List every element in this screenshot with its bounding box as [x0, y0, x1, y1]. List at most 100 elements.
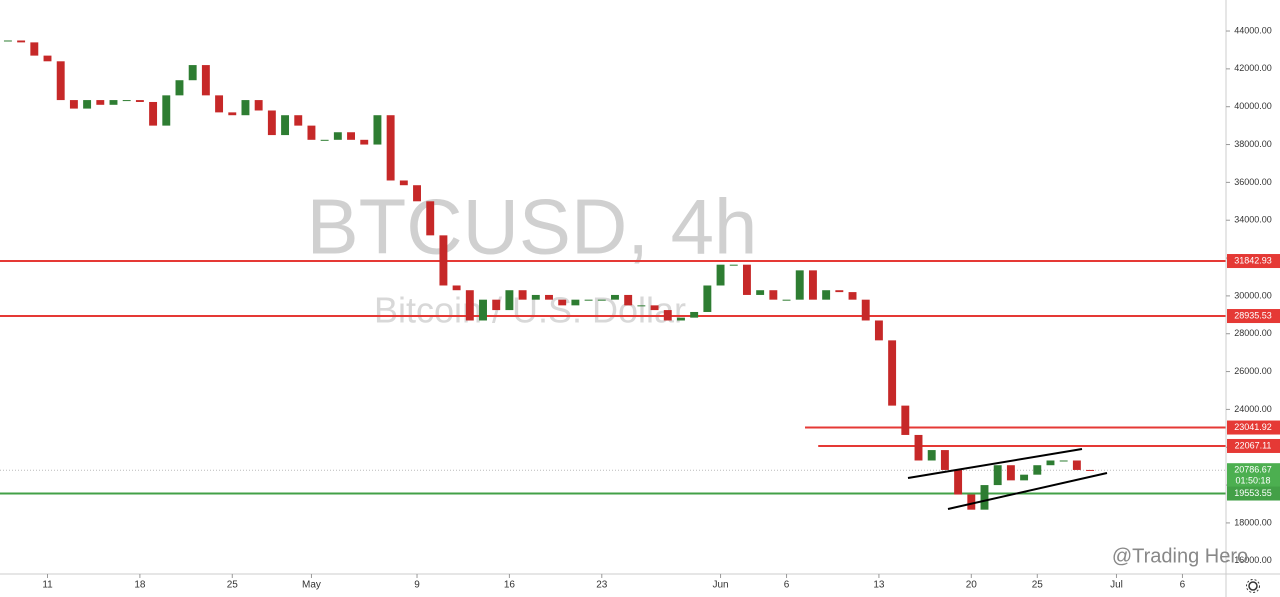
level-price-box [1227, 254, 1280, 269]
candle [135, 100, 144, 102]
y-tick-label: 26000.00 [1234, 366, 1272, 376]
candle [531, 294, 540, 300]
candle [83, 100, 92, 109]
candle [241, 100, 250, 116]
x-tick-label: 23 [596, 580, 608, 591]
x-tick-label: 18 [134, 580, 146, 591]
candle [650, 305, 659, 311]
level-price-label: 23041.92 [1234, 422, 1272, 432]
x-tick-label: 16 [504, 580, 516, 591]
level-price-label: 31842.93 [1234, 255, 1272, 265]
y-tick-label: 40000.00 [1234, 101, 1272, 111]
candle [69, 100, 78, 109]
watermark-layer: BTCUSD, 4h Bitcoin / U.S. Dollar [307, 183, 758, 331]
candle [677, 317, 685, 321]
candle [558, 299, 567, 306]
candle [993, 465, 1002, 486]
x-tick-label: 11 [42, 580, 53, 591]
candle [1046, 460, 1055, 466]
candle [333, 132, 342, 140]
y-tick-label: 16000.00 [1234, 555, 1272, 565]
candle [426, 201, 435, 236]
candle [386, 115, 395, 181]
candle [465, 290, 474, 321]
x-tick-label: Jul [1110, 580, 1123, 591]
settings-icon[interactable] [1246, 579, 1260, 593]
candle [452, 285, 461, 291]
candle [888, 340, 897, 406]
symbol-watermark: BTCUSD, 4h [307, 183, 758, 271]
candles-layer [3, 40, 1095, 510]
current-price-label: 20786.67 [1234, 465, 1272, 475]
candle [597, 299, 606, 301]
candle [1020, 474, 1029, 481]
candle [756, 290, 765, 295]
candle [360, 139, 369, 145]
y-tick-label: 24000.00 [1234, 404, 1272, 414]
candle [954, 469, 963, 495]
level-price-box [1227, 438, 1280, 453]
current-price-box [1227, 463, 1280, 488]
x-tick-label: Jun [712, 580, 728, 591]
candle [109, 100, 118, 105]
candle [17, 40, 26, 43]
candle [96, 100, 105, 105]
candle [874, 320, 883, 341]
y-tick-label: 34000.00 [1234, 215, 1272, 225]
y-tick-label: 30000.00 [1234, 290, 1272, 300]
candle [716, 264, 725, 286]
candle [56, 61, 65, 101]
candle [545, 294, 553, 300]
level-price-box [1227, 486, 1280, 501]
candle [1006, 465, 1015, 481]
candle [901, 405, 910, 435]
levels-layer [0, 260, 1226, 495]
candle [3, 40, 12, 42]
candle [808, 270, 817, 300]
candle [294, 115, 303, 126]
candle [861, 299, 870, 321]
candle [611, 294, 619, 300]
x-tick-label: 13 [873, 580, 885, 591]
countdown-label: 01:50:18 [1235, 476, 1270, 486]
x-tick-label: 9 [414, 580, 420, 591]
candle [980, 485, 989, 510]
settings-icon-teeth[interactable] [1246, 579, 1260, 593]
candle [835, 290, 844, 293]
candle [571, 299, 580, 306]
candle [518, 290, 527, 300]
y-tick-label: 42000.00 [1234, 63, 1272, 73]
candle [267, 110, 276, 136]
candle [399, 180, 408, 186]
candle [1059, 460, 1068, 462]
candle [320, 139, 329, 141]
author-watermark: @Trading Hero [1112, 545, 1248, 567]
y-tick-label: 18000.00 [1234, 517, 1272, 527]
candle [782, 299, 791, 301]
y-tick-label: 44000.00 [1234, 25, 1272, 35]
candle [215, 95, 224, 113]
candle [373, 115, 382, 145]
candle [492, 299, 501, 311]
candle [663, 310, 672, 321]
candle [307, 125, 316, 140]
level-price-label: 22067.11 [1235, 440, 1272, 450]
candle [188, 65, 197, 81]
candle [1033, 465, 1042, 475]
x-tick-label: 6 [784, 580, 790, 591]
candle [413, 185, 421, 202]
description-watermark: Bitcoin / U.S. Dollar [374, 290, 686, 331]
candle [624, 294, 633, 306]
axes-layer: 16000.0018000.0020000.0022000.0024000.00… [42, 25, 1280, 591]
candle [149, 101, 158, 126]
level-price-label: 28935.53 [1234, 310, 1272, 320]
settings-icon-ring[interactable] [1248, 581, 1258, 591]
candle [703, 285, 712, 312]
y-tick-label: 36000.00 [1234, 177, 1272, 187]
candle [940, 450, 949, 470]
candle [848, 292, 857, 300]
candle [584, 299, 593, 301]
